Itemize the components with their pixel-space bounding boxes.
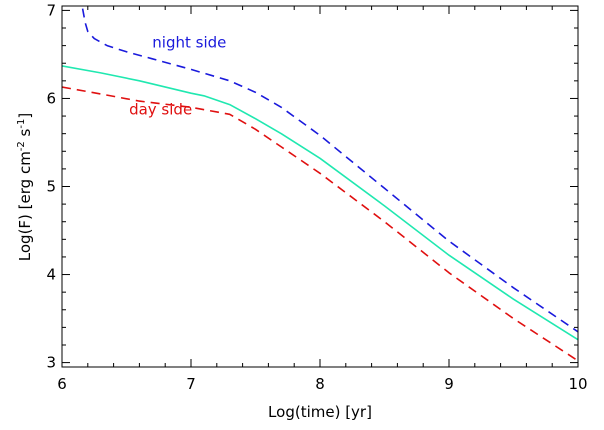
x-axis-title: Log(time) [yr] [268, 403, 372, 421]
annotation-label-2: day side [129, 100, 192, 118]
y-axis-title-mid: s [16, 128, 34, 141]
series-line-1 [81, 8, 578, 333]
y-tick-label: 5 [46, 178, 56, 196]
y-axis-title: Log(F) [erg cm-2 s-1] [16, 113, 34, 261]
y-axis-title-end: ] [16, 113, 34, 119]
y-tick-label: 4 [46, 266, 56, 284]
series-line-3 [62, 86, 578, 362]
ticks-layer: 6 7 8 9 10 3 4 5 6 7 [46, 1, 587, 393]
y-tick-label: 3 [46, 354, 56, 372]
x-tick-label: 10 [568, 375, 587, 393]
annotation-layer: night side day side [129, 33, 226, 118]
y-axis-title-sup2: -1 [16, 119, 27, 129]
x-tick-label: 9 [444, 375, 454, 393]
series-layer [62, 8, 578, 362]
x-tick-label: 7 [186, 375, 196, 393]
annotation-label-1: night side [152, 33, 226, 51]
y-axis-title-sup1: -2 [16, 141, 27, 151]
y-tick-label: 6 [46, 89, 56, 107]
series-line-2 [62, 65, 578, 341]
y-axis-title-base: Log(F) [erg cm [16, 151, 34, 261]
x-tick-label: 6 [57, 375, 67, 393]
plot-frame [61, 5, 579, 368]
x-tick-label: 8 [315, 375, 325, 393]
y-tick-label: 7 [46, 1, 56, 19]
